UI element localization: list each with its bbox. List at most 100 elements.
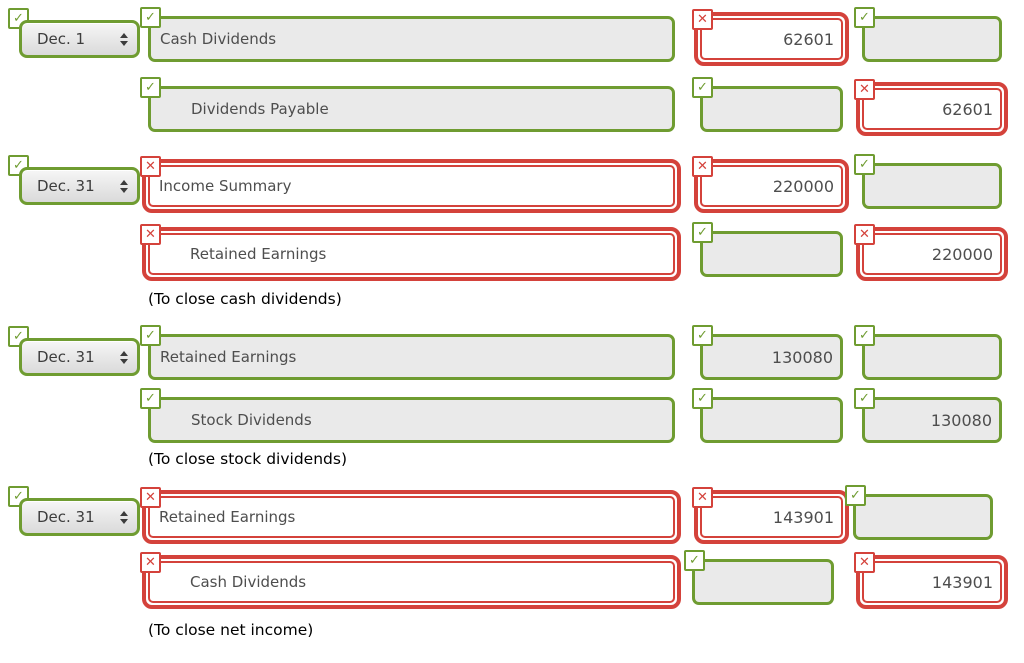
check-icon: ✓ <box>854 7 875 28</box>
credit-input[interactable] <box>862 163 1002 209</box>
entry-caption: (To close net income) <box>148 621 314 639</box>
account-input[interactable]: Income Summary <box>148 165 675 207</box>
credit-cell: ✓ 130080 <box>854 388 1002 443</box>
account-cell: ✓ Cash Dividends <box>140 7 675 62</box>
account-input-value: Cash Dividends <box>190 573 307 591</box>
account-input-value: Dividends Payable <box>191 100 329 118</box>
check-icon: ✓ <box>692 388 713 409</box>
account-cell: ✕ Cash Dividends <box>140 552 681 609</box>
debit-input[interactable] <box>700 231 843 277</box>
debit-input[interactable]: 220000 <box>700 165 843 207</box>
debit-cell: ✓ 130080 <box>692 325 843 380</box>
account-input-value: Retained Earnings <box>160 348 297 366</box>
debit-cell: ✓ <box>692 388 843 443</box>
date-select-value: Dec. 31 <box>37 177 95 195</box>
debit-input[interactable]: 62601 <box>700 18 843 60</box>
x-icon: ✕ <box>140 552 161 573</box>
account-input-value: Income Summary <box>159 177 292 195</box>
date-cell: ✓ Dec. 1 <box>8 8 140 58</box>
check-icon: ✓ <box>140 325 161 346</box>
debit-input[interactable] <box>700 86 843 132</box>
check-icon: ✓ <box>854 325 875 346</box>
credit-input[interactable] <box>862 16 1002 62</box>
select-arrows-icon <box>120 32 128 46</box>
credit-cell: ✓ <box>854 7 1002 62</box>
debit-input-value: 62601 <box>783 29 834 49</box>
debit-input[interactable]: 143901 <box>700 496 843 538</box>
account-cell: ✕ Retained Earnings <box>140 487 681 544</box>
debit-input[interactable] <box>700 397 843 443</box>
credit-cell: ✕ 220000 <box>854 224 1008 281</box>
check-icon: ✓ <box>692 222 713 243</box>
account-cell: ✓ Dividends Payable <box>140 77 675 132</box>
credit-input[interactable]: 220000 <box>862 233 1002 275</box>
select-arrows-icon <box>120 510 128 524</box>
date-select-value: Dec. 31 <box>37 508 95 526</box>
x-icon: ✕ <box>692 487 713 508</box>
account-cell: ✓ Stock Dividends <box>140 388 675 443</box>
account-input-value: Stock Dividends <box>191 411 312 429</box>
check-icon: ✓ <box>140 77 161 98</box>
date-cell: ✓ Dec. 31 <box>8 155 140 205</box>
select-arrows-icon <box>120 179 128 193</box>
debit-input[interactable] <box>692 559 834 605</box>
check-icon: ✓ <box>140 388 161 409</box>
credit-input[interactable] <box>853 494 993 540</box>
credit-input-value: 130080 <box>930 410 992 430</box>
credit-input[interactable]: 62601 <box>862 88 1002 130</box>
debit-cell: ✕ 143901 <box>692 487 849 544</box>
check-icon: ✓ <box>854 388 875 409</box>
debit-cell: ✕ 220000 <box>692 156 849 213</box>
entry-caption: (To close cash dividends) <box>148 290 342 308</box>
check-icon: ✓ <box>684 550 705 571</box>
debit-input-value: 143901 <box>772 507 834 527</box>
credit-cell: ✓ <box>854 154 1002 209</box>
x-icon: ✕ <box>854 224 875 245</box>
debit-input[interactable]: 130080 <box>700 334 843 380</box>
debit-cell: ✕ 62601 <box>692 9 849 66</box>
date-select[interactable]: Dec. 31 <box>19 167 140 205</box>
account-input[interactable]: Cash Dividends <box>148 16 675 62</box>
account-input[interactable]: Retained Earnings <box>148 233 675 275</box>
account-input-value: Cash Dividends <box>160 30 277 48</box>
credit-cell: ✕ 143901 <box>854 552 1008 609</box>
credit-input[interactable] <box>862 334 1002 380</box>
check-icon: ✓ <box>692 325 713 346</box>
date-select[interactable]: Dec. 31 <box>19 498 140 536</box>
date-cell: ✓ Dec. 31 <box>8 326 140 376</box>
x-icon: ✕ <box>854 79 875 100</box>
account-input[interactable]: Retained Earnings <box>148 496 675 538</box>
account-input[interactable]: Dividends Payable <box>148 86 675 132</box>
credit-cell: ✓ <box>845 485 993 540</box>
credit-cell: ✕ 62601 <box>854 79 1008 136</box>
credit-input-value: 62601 <box>942 99 993 119</box>
select-arrows-icon <box>120 350 128 364</box>
x-icon: ✕ <box>854 552 875 573</box>
date-select[interactable]: Dec. 1 <box>19 20 140 58</box>
date-select-value: Dec. 1 <box>37 30 86 48</box>
credit-input-value: 143901 <box>931 572 993 592</box>
account-input[interactable]: Stock Dividends <box>148 397 675 443</box>
credit-cell: ✓ <box>854 325 1002 380</box>
account-cell: ✓ Retained Earnings <box>140 325 675 380</box>
date-select[interactable]: Dec. 31 <box>19 338 140 376</box>
account-input[interactable]: Cash Dividends <box>148 561 675 603</box>
entry-caption: (To close stock dividends) <box>148 450 347 468</box>
x-icon: ✕ <box>692 9 713 30</box>
x-icon: ✕ <box>692 156 713 177</box>
check-icon: ✓ <box>692 77 713 98</box>
account-cell: ✕ Retained Earnings <box>140 224 681 281</box>
x-icon: ✕ <box>140 156 161 177</box>
check-icon: ✓ <box>854 154 875 175</box>
credit-input[interactable]: 130080 <box>862 397 1002 443</box>
account-cell: ✕ Income Summary <box>140 156 681 213</box>
x-icon: ✕ <box>140 224 161 245</box>
credit-input[interactable]: 143901 <box>862 561 1002 603</box>
check-icon: ✓ <box>140 7 161 28</box>
credit-input-value: 220000 <box>931 244 993 264</box>
debit-cell: ✓ <box>684 550 834 605</box>
debit-cell: ✓ <box>692 222 843 277</box>
account-input[interactable]: Retained Earnings <box>148 334 675 380</box>
check-icon: ✓ <box>845 485 866 506</box>
date-cell: ✓ Dec. 31 <box>8 486 140 536</box>
